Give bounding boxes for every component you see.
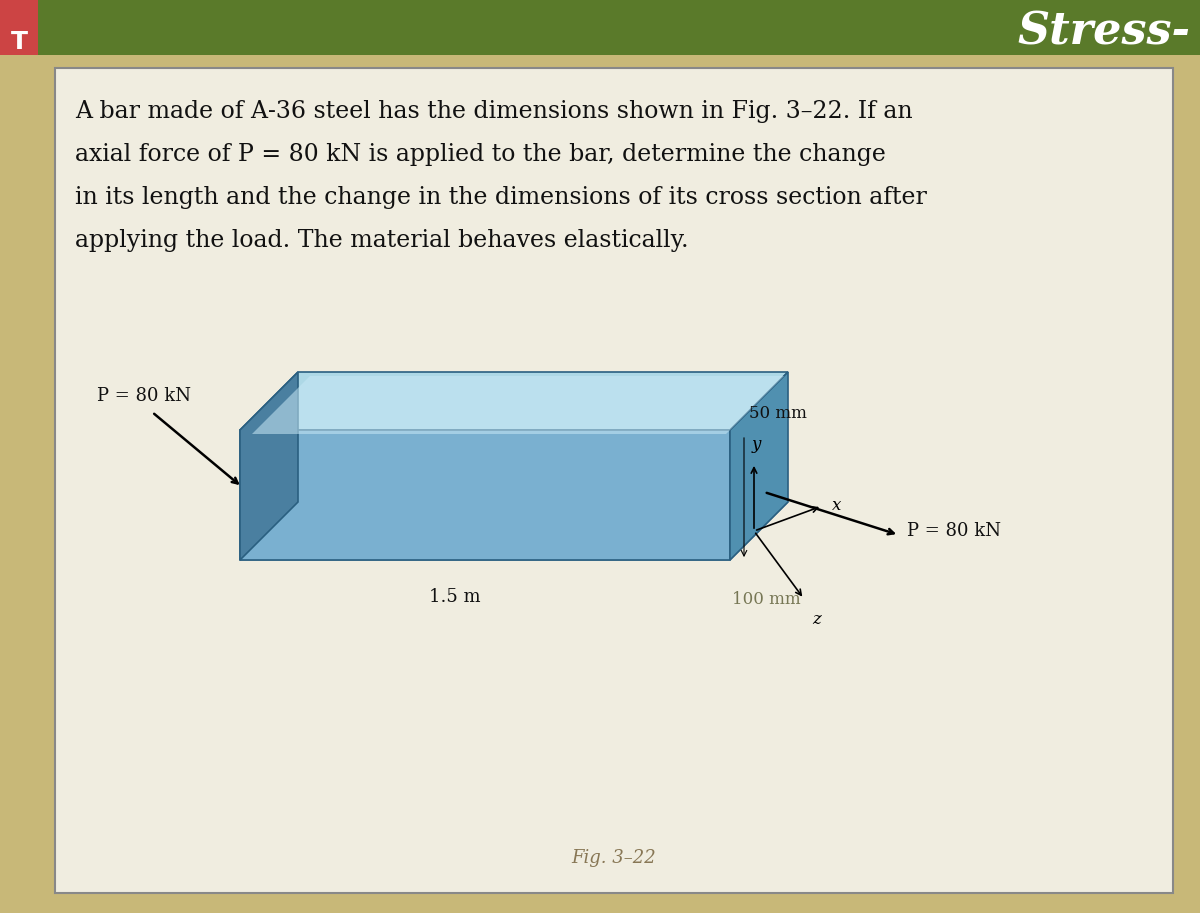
Text: T: T	[11, 30, 28, 54]
Text: 1.5 m: 1.5 m	[430, 588, 481, 606]
Text: Fig. 3–22: Fig. 3–22	[571, 849, 656, 867]
Polygon shape	[730, 372, 788, 560]
Text: P = 80 kN: P = 80 kN	[97, 387, 191, 405]
Polygon shape	[240, 372, 788, 430]
Text: Stress-: Stress-	[1018, 11, 1190, 54]
Text: in its length and the change in the dimensions of its cross section after: in its length and the change in the dime…	[74, 186, 926, 209]
Text: 100 mm: 100 mm	[732, 591, 800, 608]
Bar	[0, 0, 1200, 55]
Polygon shape	[240, 502, 788, 560]
Polygon shape	[240, 372, 298, 560]
Text: A bar made of A-36 steel has the dimensions shown in Fig. 3–22. If an: A bar made of A-36 steel has the dimensi…	[74, 100, 913, 123]
Text: P = 80 kN: P = 80 kN	[907, 522, 1001, 540]
Bar	[0, 0, 38, 55]
Text: y: y	[751, 436, 761, 453]
Text: x: x	[832, 497, 841, 513]
Text: axial force of P = 80 kN is applied to the bar, determine the change: axial force of P = 80 kN is applied to t…	[74, 143, 886, 166]
Polygon shape	[252, 376, 784, 434]
Polygon shape	[240, 430, 730, 560]
Text: z: z	[812, 611, 821, 628]
Text: applying the load. The material behaves elastically.: applying the load. The material behaves …	[74, 229, 689, 252]
Text: 50 mm: 50 mm	[749, 405, 806, 422]
